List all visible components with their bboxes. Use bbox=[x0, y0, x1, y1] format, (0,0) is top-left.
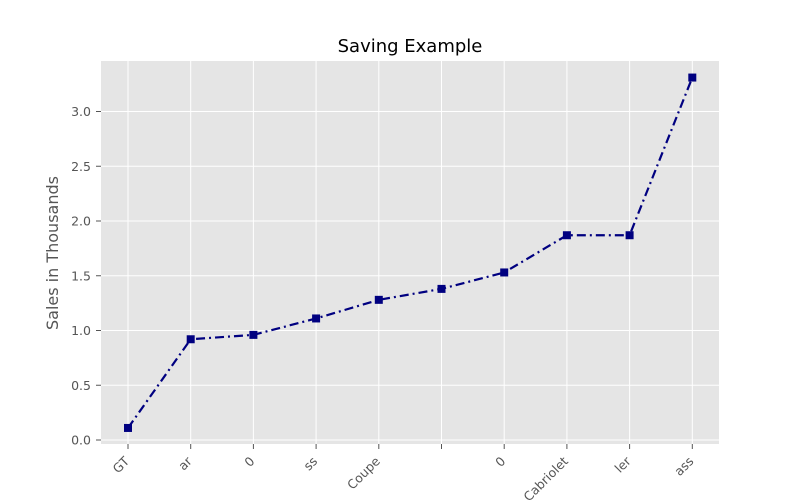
data-point-marker bbox=[500, 268, 509, 277]
x-tick-label: GT bbox=[110, 453, 133, 476]
series bbox=[124, 73, 697, 432]
y-tick-label: 1.0 bbox=[71, 323, 91, 338]
data-point-marker bbox=[312, 314, 321, 323]
data-point-marker bbox=[374, 295, 383, 304]
grid bbox=[101, 61, 719, 444]
x-tick-label: ler bbox=[612, 453, 635, 476]
x-tick-label: 0 bbox=[492, 453, 508, 469]
chart-title: Saving Example bbox=[338, 36, 483, 57]
data-point-marker bbox=[186, 335, 195, 344]
x-tick-label: Coupe bbox=[344, 453, 383, 492]
y-tick-label: 0.0 bbox=[71, 433, 91, 448]
data-point-marker bbox=[249, 330, 258, 339]
x-tick-label: 0 bbox=[241, 453, 257, 469]
x-tick-label: ss bbox=[300, 454, 320, 474]
y-axis-ticks: 0.0 0.5 1.0 1.5 2.0 2.5 3.0 bbox=[71, 104, 101, 448]
y-tick-label: 0.5 bbox=[71, 378, 91, 393]
y-axis-label: Sales in Thousands bbox=[43, 176, 62, 330]
x-tick-label: Cabriolet bbox=[520, 453, 571, 500]
data-point-marker bbox=[562, 231, 571, 240]
plot-background bbox=[101, 61, 719, 444]
y-tick-label: 2.0 bbox=[71, 214, 91, 229]
x-tick-label: ar bbox=[175, 453, 195, 473]
y-tick-label: 1.5 bbox=[71, 268, 91, 283]
y-tick-label: 2.5 bbox=[71, 159, 91, 174]
series-line bbox=[127, 77, 694, 429]
data-point-marker bbox=[688, 73, 697, 82]
data-point-marker bbox=[625, 231, 634, 240]
data-point-marker bbox=[124, 423, 132, 432]
data-point-marker bbox=[437, 284, 446, 293]
x-tick-label: ass bbox=[671, 454, 696, 479]
x-axis-ticks: GT ar 0 ss Coupe 0 Cabriolet ler ass bbox=[110, 444, 696, 500]
y-tick-label: 3.0 bbox=[71, 104, 91, 119]
